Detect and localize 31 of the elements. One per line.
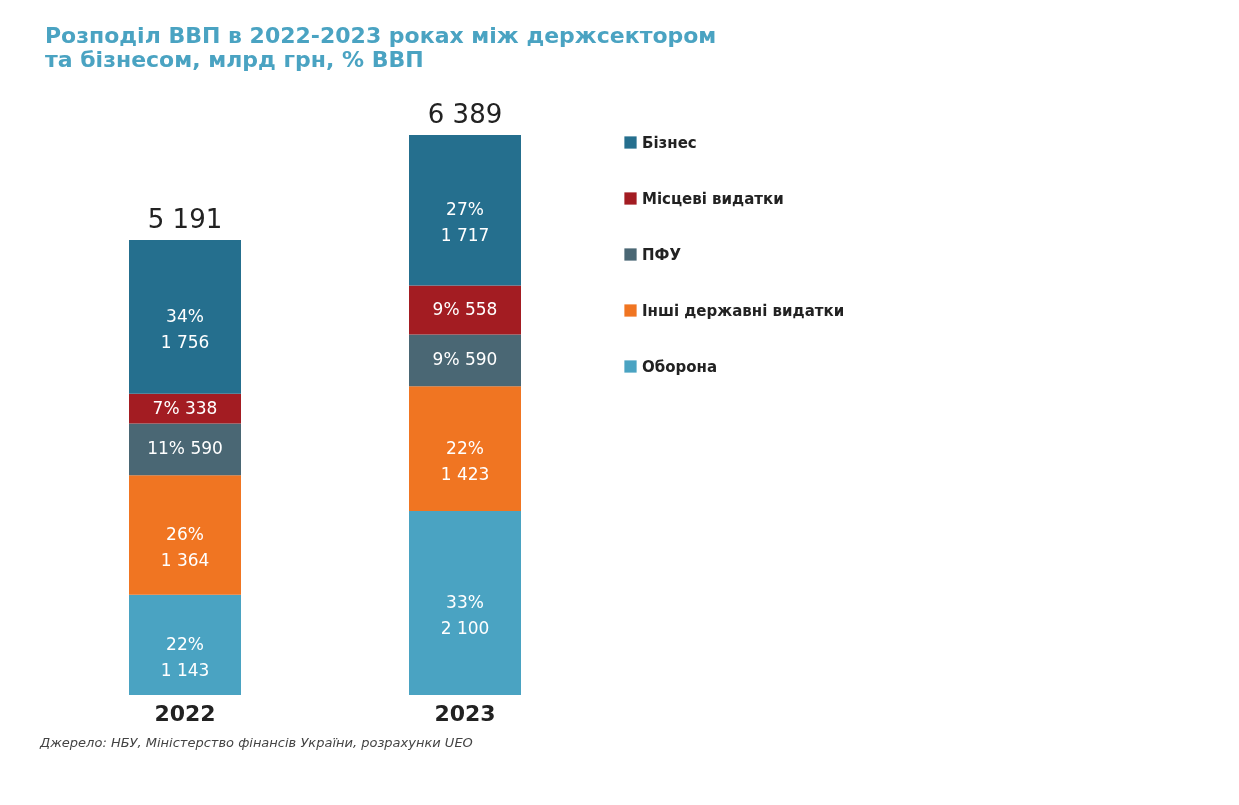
data-label: 34% 1 756	[160, 305, 210, 352]
x-tick-label: 2022	[154, 700, 216, 726]
bar	[409, 285, 521, 335]
data-label: 27% 1 717	[440, 199, 490, 246]
bar	[129, 475, 241, 595]
bar	[409, 510, 521, 695]
data-label: 22% 1 143	[160, 633, 210, 680]
bar	[409, 386, 521, 511]
legend-label: Інші державні видатки	[642, 301, 845, 320]
bar	[129, 594, 241, 695]
text: Джерело: НБУ, Міністерство фінансів України, розрахунки UEO	[40, 735, 474, 750]
data-label: 26% 1 364	[160, 524, 210, 571]
data-label: 33% 2 100	[440, 591, 490, 638]
data-label: 11% 590	[147, 438, 223, 459]
legend-label: Оборона	[642, 357, 718, 376]
total-label: 5 191	[147, 203, 223, 234]
data-label: 7% 338	[152, 397, 218, 418]
chart-title: Розподіл ВВП в 2022-2023 роках між держсектором та бізнесом, млрд грн, % ВВП	[45, 23, 717, 72]
bar	[129, 423, 241, 476]
data-label: 9% 558	[432, 298, 498, 319]
x-tick-label: 2023	[434, 700, 496, 726]
data-label: 9% 590	[432, 349, 498, 370]
bar	[409, 334, 521, 387]
bar	[129, 239, 241, 394]
legend-label: Бізнес	[642, 133, 697, 152]
total-label: 6 389	[427, 99, 503, 129]
data-label: 22% 1 423	[440, 437, 490, 484]
legend-label: ПФУ	[642, 245, 682, 264]
bar	[409, 135, 521, 286]
bar	[129, 393, 241, 424]
legend-label: Місцеві видатки	[642, 189, 784, 208]
